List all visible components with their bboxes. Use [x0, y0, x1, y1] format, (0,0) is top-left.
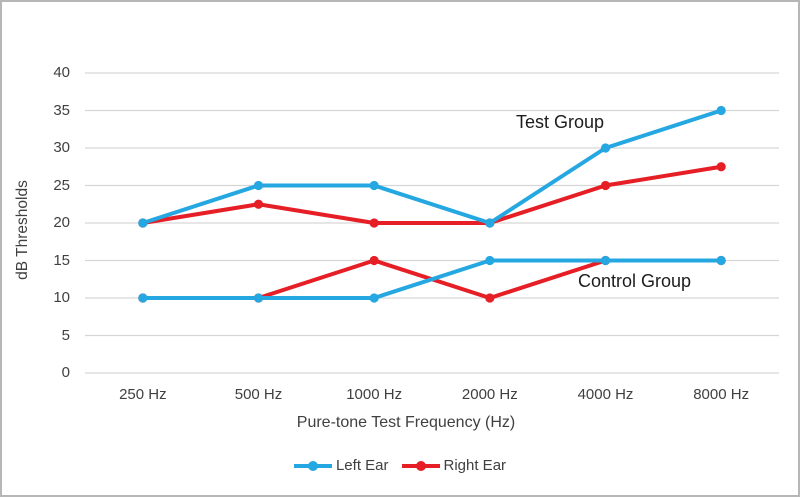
- y-tick-label-20: 20: [53, 214, 70, 231]
- legend-item-left-ear: Left Ear: [293, 457, 389, 474]
- x-tick-label-1000-hz: 1000 Hz: [346, 386, 403, 403]
- y-tick-label-10: 10: [53, 289, 70, 306]
- data-point: [485, 255, 495, 266]
- y-axis-title: dB Thresholds: [14, 180, 31, 280]
- legend-item-right-ear: Right Ear: [401, 457, 507, 474]
- legend-marker-icon: [293, 460, 332, 471]
- annotation-control-group: Control Group: [578, 271, 692, 291]
- data-point: [716, 255, 726, 266]
- y-tick-label-0: 0: [61, 364, 70, 381]
- chart-legend: Left Ear Right Ear: [2, 457, 798, 474]
- data-point: [138, 218, 148, 228]
- legend-marker-icon: [401, 460, 440, 471]
- data-point: [716, 162, 726, 172]
- data-point: [600, 255, 611, 266]
- data-point: [253, 180, 264, 191]
- data-point: [485, 218, 495, 228]
- series-line-test-group-right-ear: [142, 164, 722, 225]
- y-tick-label-5: 5: [61, 326, 70, 344]
- y-tick-label-30: 30: [53, 139, 70, 156]
- data-point: [716, 105, 726, 116]
- y-tick-label-25: 25: [53, 176, 70, 194]
- data-point: [369, 180, 379, 191]
- data-point: [600, 180, 611, 191]
- data-point: [369, 218, 379, 228]
- y-tick-label-35: 35: [53, 101, 70, 119]
- x-axis-title: Pure-tone Test Frequency (Hz): [296, 414, 516, 431]
- data-point: [369, 255, 379, 266]
- legend-label: Left Ear: [335, 457, 389, 474]
- x-tick-label-8000-hz: 8000 Hz: [693, 386, 750, 403]
- annotation-test-group: Test Group: [516, 112, 605, 132]
- series-line-test-group-left-ear: [142, 108, 722, 225]
- series-line-control-group-left-ear: [142, 258, 722, 300]
- x-tick-label-4000-hz: 4000 Hz: [577, 386, 634, 403]
- data-point: [138, 293, 148, 303]
- data-point: [485, 293, 495, 303]
- x-tick-label-250-hz: 250 Hz: [119, 386, 167, 403]
- x-tick-label-2000-hz: 2000 Hz: [461, 386, 518, 403]
- y-tick-label-15: 15: [53, 251, 70, 269]
- y-tick-label-40: 40: [53, 64, 70, 81]
- data-point: [600, 143, 611, 153]
- legend-label: Right Ear: [443, 457, 507, 474]
- data-point: [369, 293, 379, 303]
- x-tick-label-500-hz: 500 Hz: [234, 386, 283, 403]
- data-point: [253, 293, 264, 303]
- data-point: [253, 199, 264, 209]
